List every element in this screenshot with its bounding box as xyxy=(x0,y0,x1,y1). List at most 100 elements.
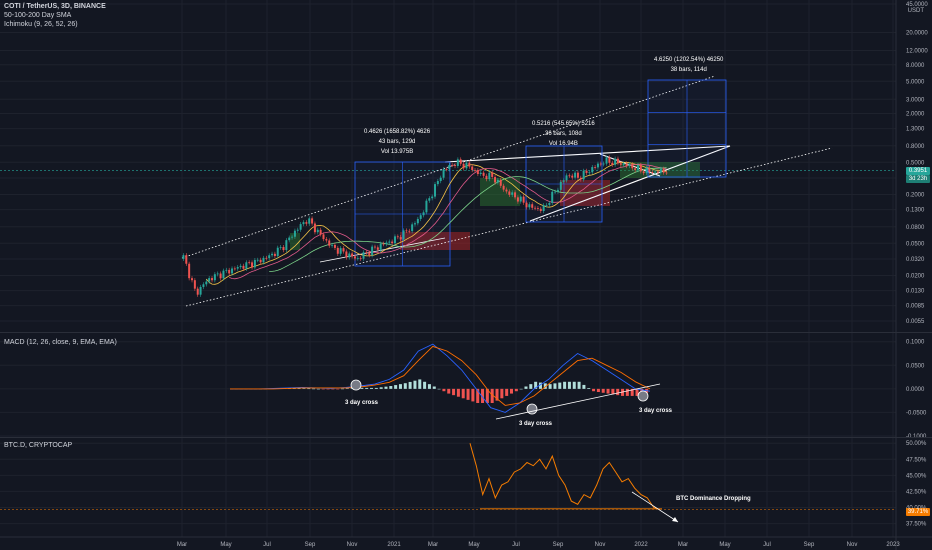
macd-histogram-bar xyxy=(379,387,383,389)
candle-body xyxy=(402,230,405,240)
price-tick-label: 1.3000 xyxy=(906,127,925,133)
macd-histogram-bar xyxy=(616,388,620,396)
candle-body xyxy=(508,191,511,195)
candle-body xyxy=(482,172,485,176)
price-tick-label: 0.0200 xyxy=(906,274,925,280)
candle-body xyxy=(328,240,331,246)
candle-body xyxy=(522,196,525,203)
macd-histogram-bar xyxy=(336,388,340,390)
cross-label: 3 day cross xyxy=(345,400,379,406)
candle-body xyxy=(591,167,594,173)
macd-histogram-bar xyxy=(384,386,388,389)
candle-body xyxy=(391,241,394,244)
price-tick-label: 0.0500 xyxy=(906,241,925,247)
candle-body xyxy=(193,280,196,289)
macd-histogram-bar xyxy=(582,384,586,389)
candle-body xyxy=(411,224,414,232)
macd-tick-label: 0.0000 xyxy=(906,387,925,393)
candle-body xyxy=(276,247,279,256)
candle-body xyxy=(516,197,519,202)
price-tick-label: 0.5000 xyxy=(906,160,925,166)
pane-separator[interactable] xyxy=(0,437,932,438)
candle-body xyxy=(245,262,248,269)
candle-body xyxy=(456,159,459,166)
candle-body xyxy=(333,244,336,248)
candle-body xyxy=(645,167,648,174)
time-tick-label: Jul xyxy=(512,542,520,548)
candle-body xyxy=(336,247,339,254)
candle-body xyxy=(419,215,422,219)
cross-label: 3 day cross xyxy=(639,408,673,414)
macd-histogram-bar xyxy=(370,387,373,389)
macd-histogram-bar xyxy=(476,388,480,403)
time-tick-label: Jul xyxy=(763,542,771,548)
candle-body xyxy=(428,198,431,201)
candle-body xyxy=(631,164,634,169)
macd-title[interactable]: MACD (12, 26, close, 9, EMA, EMA) xyxy=(4,339,117,346)
btcd-tick-label: 47.50% xyxy=(906,457,927,463)
candle-body xyxy=(579,177,582,180)
candle-body xyxy=(574,172,577,178)
ichimoku-legend[interactable]: Ichimoku (9, 26, 52, 26) xyxy=(4,21,78,28)
candle-body xyxy=(422,212,425,216)
candle-body xyxy=(654,171,657,173)
upper-channel-line xyxy=(181,75,716,259)
price-tick-label: 8.0000 xyxy=(906,63,925,69)
candle-body xyxy=(568,175,571,177)
cross-marker xyxy=(350,379,362,391)
macd-histogram-bar xyxy=(625,388,629,396)
btcd-arrow xyxy=(631,491,679,523)
sma-legend[interactable]: 50-100-200 Day SMA xyxy=(4,12,72,19)
macd-histogram-bar xyxy=(529,384,533,389)
macd-histogram-bar xyxy=(466,388,470,400)
btcd-title[interactable]: BTC.D, CRYPTOCAP xyxy=(4,442,73,449)
macd-histogram-bar xyxy=(592,388,596,392)
candle-body xyxy=(368,252,371,256)
candle-body xyxy=(268,255,271,259)
macd-histogram-bar xyxy=(331,388,335,390)
macd-histogram-bar xyxy=(316,388,320,390)
time-tick-label: Mar xyxy=(678,542,688,548)
triangle-top-line xyxy=(444,145,731,163)
candle-body xyxy=(185,255,188,264)
candle-body xyxy=(213,274,216,281)
candle-body xyxy=(619,163,622,165)
signal-line xyxy=(230,345,651,406)
measure-label-2: 0.5216 (545.65%) 5216 36 bars, 108d Vol … xyxy=(532,119,595,149)
btcd-tick-label: 50.00% xyxy=(906,441,927,447)
symbol-title[interactable]: COTI / TetherUS, 3D, BINANCE xyxy=(4,3,106,10)
cross-label: 3 day cross xyxy=(519,421,553,427)
candle-body xyxy=(431,196,434,199)
macd-histogram-bar xyxy=(481,388,485,403)
candle-body xyxy=(639,164,642,172)
candle-body xyxy=(248,262,251,264)
macd-histogram-bar xyxy=(553,383,557,389)
macd-histogram-bar xyxy=(365,387,369,389)
macd-histogram-bar xyxy=(312,388,316,390)
candle-body xyxy=(476,170,479,174)
btcd-tick-label: 45.00% xyxy=(906,473,927,479)
candle-body xyxy=(614,158,617,165)
macd-trend-arrow xyxy=(495,383,661,420)
price-tick-label: 20.0000 xyxy=(906,31,928,37)
macd-histogram-bar xyxy=(572,381,576,389)
support-line xyxy=(319,237,446,263)
candle-body xyxy=(665,172,668,174)
candle-body xyxy=(525,202,528,208)
time-axis: Mar May Jul Sep Nov 2021 Mar May Jul Sep Nov 2022 Ma… xyxy=(177,542,901,548)
bar-countdown-tag: 3d 23h xyxy=(906,175,930,183)
candle-body xyxy=(271,253,274,256)
macd-histogram-bar xyxy=(495,388,499,401)
candle-body xyxy=(605,157,608,164)
candle-body xyxy=(474,169,477,171)
candle-body xyxy=(273,253,276,256)
btcd-legend: BTC.D, CRYPTOCAP xyxy=(4,441,72,450)
pane-separator[interactable] xyxy=(0,332,932,333)
macd-histogram-bar xyxy=(635,388,639,396)
macd-histogram-bar xyxy=(423,381,427,389)
candle-body xyxy=(462,163,465,169)
candle-body xyxy=(291,236,294,238)
measure-1-volume: Vol 13.975B xyxy=(380,149,414,155)
